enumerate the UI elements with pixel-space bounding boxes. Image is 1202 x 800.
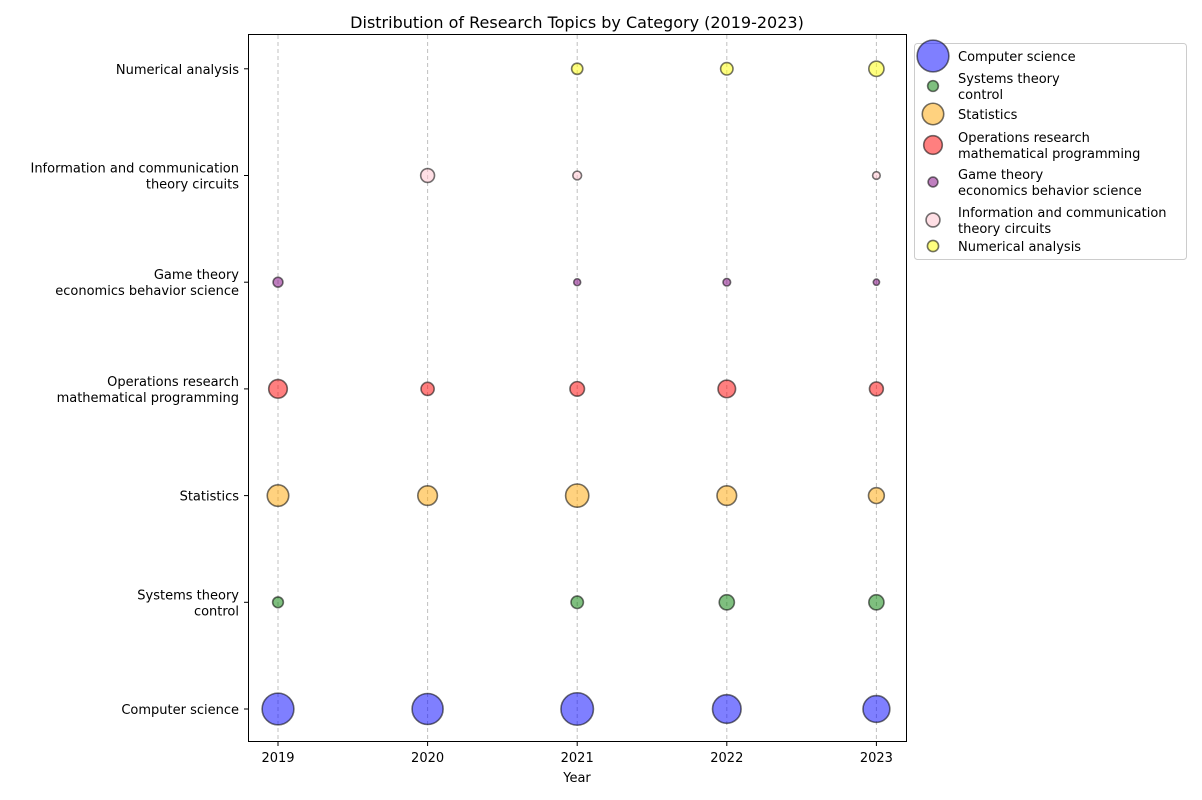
bubble-2021-6 (570, 62, 584, 76)
legend-entry: Information and communication theory circ… (958, 206, 1167, 237)
bubble-2023-0 (862, 694, 891, 724)
chart-title: Distribution of Research Topics by Categ… (350, 13, 804, 32)
bubbles-layer (261, 60, 891, 727)
bubble-2023-1 (868, 593, 885, 611)
bubble-2023-6 (868, 60, 885, 78)
legend-marker (926, 79, 940, 93)
legend-marker (927, 176, 939, 188)
legend-marker (916, 39, 950, 73)
y-tick-label: Systems theory control (137, 588, 239, 619)
y-tick-label: Information and communication theory circ… (30, 162, 239, 193)
bubble-2021-3 (569, 380, 586, 397)
legend-marker (922, 134, 944, 156)
bubble-2022-4 (722, 277, 732, 287)
bubble-2023-5 (871, 170, 882, 181)
bubble-2022-0 (711, 693, 742, 725)
x-tick-label: 2023 (860, 751, 893, 766)
bubble-2023-2 (867, 486, 886, 505)
bubble-2020-5 (419, 167, 436, 184)
legend-entry: Computer science (958, 50, 1076, 65)
bubble-2021-4 (572, 277, 582, 287)
legend-entry: Numerical analysis (958, 240, 1081, 255)
x-axis-label: Year (562, 771, 591, 786)
y-tick-label: Operations research mathematical programm… (57, 375, 239, 406)
bubble-2021-0 (560, 691, 595, 727)
x-axis-ticks: 2019 2020 2021 2022 2023 (261, 741, 893, 766)
bubble-2019-3 (267, 378, 289, 400)
legend-box (914, 43, 1187, 260)
bubble-2019-2 (266, 484, 290, 508)
bubble-2020-0 (411, 692, 444, 726)
bubble-2022-2 (716, 485, 738, 507)
legend-entry: Operations research mathematical programm… (958, 131, 1140, 162)
y-tick-label: Numerical analysis (116, 63, 239, 78)
x-tick-label: 2021 (561, 751, 594, 766)
bubble-2019-1 (271, 596, 285, 609)
legend-entry: Game theory economics behavior science (958, 168, 1142, 199)
x-tick-label: 2022 (710, 751, 743, 766)
bubble-2023-4 (872, 278, 881, 287)
legend-entry: Systems theory control (958, 72, 1060, 103)
x-tick-label: 2020 (411, 751, 444, 766)
legend-entry: Statistics (958, 108, 1018, 123)
bubble-2022-6 (719, 61, 734, 76)
y-tick-label: Game theory economics behavior science (55, 268, 239, 299)
bubble-2020-2 (417, 485, 439, 507)
bubble-2021-1 (570, 595, 585, 610)
legend-marker (926, 239, 940, 253)
legend-marker (921, 102, 945, 126)
bubble-2019-0 (261, 692, 295, 726)
legend-marker (925, 212, 941, 228)
bubble-2022-3 (717, 379, 737, 399)
bubble-2022-1 (718, 593, 736, 611)
bubble-2020-3 (420, 381, 435, 397)
bubble-2021-5 (572, 170, 583, 181)
x-tick-label: 2019 (261, 751, 294, 766)
bubble-2023-3 (868, 381, 885, 397)
legend: Computer science Systems theory control Sta… (914, 39, 1187, 260)
y-tick-label: Computer science (121, 703, 239, 718)
bubble-2021-2 (564, 483, 590, 509)
y-tick-label: Statistics (180, 490, 240, 505)
bubble-2019-4 (272, 276, 284, 288)
y-axis-ticks: Computer science Systems theory control Sta… (30, 63, 249, 718)
